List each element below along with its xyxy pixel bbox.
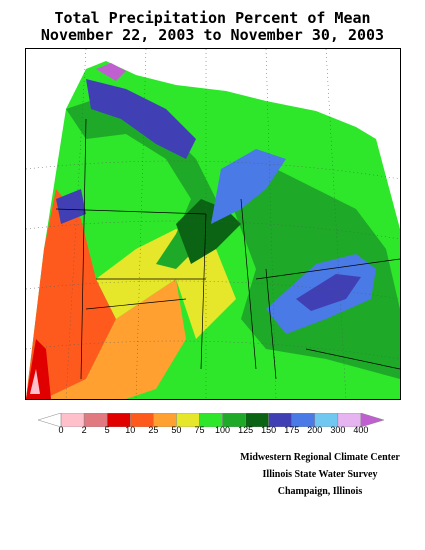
legend-tick-label: 25 — [148, 425, 159, 435]
state-borders — [55, 118, 400, 380]
lat-lon-grid — [26, 49, 400, 399]
precipitation-map-svg — [26, 49, 400, 399]
legend-tick-label: 150 — [261, 425, 277, 435]
legend-tick-label: 100 — [215, 425, 231, 435]
credit-line1: Midwestern Regional Climate Center — [240, 452, 400, 463]
legend-tick-label: 2 — [81, 425, 87, 435]
legend-tick-label: 0 — [58, 425, 64, 435]
wet-area-lake — [211, 149, 286, 224]
max-area — [96, 63, 126, 81]
credit-line3: Champaign, Illinois — [277, 486, 363, 497]
legend-tick-label: 125 — [238, 425, 254, 435]
legend-tick-label: 175 — [284, 425, 300, 435]
legend-tick-label: 50 — [171, 425, 182, 435]
color-legend — [38, 413, 384, 427]
legend-tick-label: 300 — [330, 425, 346, 435]
legend-tick-label: 75 — [194, 425, 205, 435]
map-title-line1: Total Precipitation Percent of Mean — [54, 9, 371, 27]
very-dry-region — [26, 339, 51, 399]
credit-line2: Illinois State Water Survey — [262, 469, 378, 480]
driest-spot — [30, 369, 40, 394]
below-normal-region — [44, 279, 186, 399]
wet-area-west — [56, 189, 86, 224]
map-title-line2: November 22, 2003 to November 30, 2003 — [40, 26, 385, 44]
legend-tick-label: 5 — [104, 425, 110, 435]
legend-tick-label: 10 — [125, 425, 136, 435]
legend-tick-label: 200 — [307, 425, 323, 435]
wettest-area-ohio — [296, 274, 361, 311]
wet-area-north — [86, 79, 196, 159]
dry-region-west — [26, 189, 116, 399]
precipitation-map — [25, 48, 401, 400]
legend-swatch — [360, 413, 384, 427]
legend-tick-label: 400 — [353, 425, 369, 435]
